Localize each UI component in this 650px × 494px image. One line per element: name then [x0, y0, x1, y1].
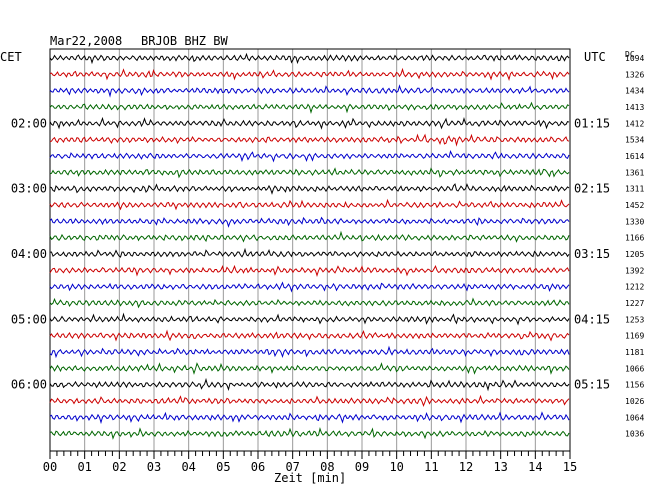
x-tick-label: 05 [216, 460, 230, 474]
trace-row-2 [49, 67, 570, 81]
dc-offset-value: 1166 [625, 234, 644, 243]
trace-row-9 [49, 183, 570, 195]
header-date: Mar22,2008 [50, 34, 122, 48]
trace-row-1 [49, 52, 570, 65]
x-axis: 00 01 02 03 04 05 06 07 08 09 10 11 12 13 14 15 [43, 451, 577, 474]
trace-row-19 [49, 345, 570, 359]
left-time-label: 02:00 [11, 116, 47, 130]
x-tick-label: 09 [355, 460, 369, 474]
x-tick-label: 12 [459, 460, 473, 474]
trace-row-11 [49, 216, 570, 228]
x-tick-label: 00 [43, 460, 57, 474]
x-tick-label: 14 [528, 460, 542, 474]
time-labels: 02:00 03:00 04:00 05:00 06:00 01:15 02:15 03:15… [11, 116, 610, 391]
trace-row-22 [49, 394, 570, 407]
dc-offset-value: 1412 [625, 119, 644, 128]
x-tick-label: 07 [285, 460, 299, 474]
left-time-label: 04:00 [11, 247, 47, 261]
x-tick-label: 04 [181, 460, 195, 474]
x-tick-label: 03 [147, 460, 161, 474]
left-timezone-label: CET [0, 50, 22, 64]
right-time-label: 05:15 [574, 378, 610, 392]
trace-row-21 [49, 377, 570, 392]
trace-row-23 [49, 411, 570, 425]
header-station: BRJOB BHZ BW [141, 34, 228, 48]
trace-row-10 [49, 198, 570, 211]
trace-row-15 [49, 281, 570, 293]
x-tick-label: 08 [320, 460, 334, 474]
right-time-label: 03:15 [574, 247, 610, 261]
dc-offset-value: 1212 [625, 283, 644, 292]
trace-row-8 [49, 167, 570, 179]
trace-row-4 [49, 101, 570, 115]
dc-offset-value: 1227 [625, 299, 644, 308]
left-time-label: 03:00 [11, 182, 47, 196]
dc-offset-value: 1036 [625, 430, 644, 439]
dc-offset-value: 1330 [625, 217, 644, 226]
dc-column-header: DC [625, 50, 635, 59]
trace-row-20 [49, 362, 570, 375]
dc-offset-labels: 1094 1326 1434 1413 1412 1534 1614 1361 1311 1452… [625, 54, 644, 439]
trace-row-16 [49, 297, 570, 309]
trace-row-7 [49, 150, 570, 163]
dc-offset-value: 1614 [625, 152, 644, 161]
dc-offset-value: 1205 [625, 250, 644, 259]
dc-offset-value: 1094 [625, 54, 644, 63]
plot-frame [49, 48, 571, 452]
dc-offset-value: 1064 [625, 413, 644, 422]
right-time-label: 04:15 [574, 312, 610, 326]
dc-offset-value: 1452 [625, 201, 644, 210]
dc-offset-value: 1413 [625, 103, 644, 112]
dc-offset-value: 1066 [625, 364, 644, 373]
left-time-label: 05:00 [11, 312, 47, 326]
trace-row-13 [49, 247, 570, 258]
x-tick-label: 11 [424, 460, 438, 474]
x-tick-label: 15 [563, 460, 577, 474]
x-tick-label: 10 [389, 460, 403, 474]
x-tick-label: 02 [112, 460, 126, 474]
x-tick-label: 06 [251, 460, 265, 474]
trace-rows [49, 52, 570, 440]
trace-row-3 [49, 84, 570, 98]
dc-offset-value: 1534 [625, 136, 644, 145]
x-tick-label: 13 [493, 460, 507, 474]
dc-offset-value: 1253 [625, 315, 644, 324]
dc-offset-value: 1026 [625, 397, 644, 406]
right-time-label: 01:15 [574, 116, 610, 130]
trace-row-17 [49, 312, 570, 326]
trace-row-6 [49, 133, 570, 147]
dc-offset-value: 1434 [625, 87, 644, 96]
dc-offset-value: 1169 [625, 332, 644, 341]
dc-offset-value: 1311 [625, 185, 644, 194]
left-time-label: 06:00 [11, 378, 47, 392]
trace-row-18 [49, 329, 570, 342]
dc-offset-value: 1156 [625, 381, 644, 390]
dc-offset-value: 1326 [625, 70, 644, 79]
dc-offset-value: 1392 [625, 266, 644, 275]
x-tick-label: 01 [77, 460, 91, 474]
x-axis-title: Zeit [min] [274, 471, 346, 485]
trace-row-5 [49, 116, 570, 130]
right-time-label: 02:15 [574, 182, 610, 196]
dc-offset-value: 1361 [625, 168, 644, 177]
dc-offset-value: 1181 [625, 348, 644, 357]
minute-gridlines [84, 49, 536, 451]
trace-row-12 [49, 230, 570, 243]
trace-row-24 [49, 426, 570, 440]
right-timezone-label: UTC [584, 50, 606, 64]
trace-row-14 [49, 264, 570, 277]
